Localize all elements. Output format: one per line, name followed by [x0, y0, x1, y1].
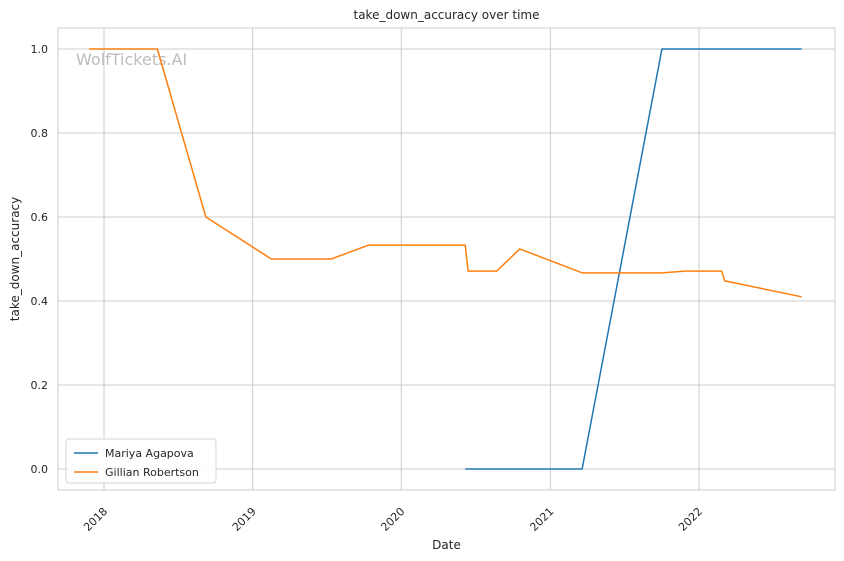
- x-tick-label-4: 2022: [676, 505, 705, 534]
- y-tick-label-2: 0.4: [31, 295, 49, 308]
- x-axis-ticks: 2018 2019 2020 2021 2022: [81, 505, 705, 534]
- y-axis-ticks: 0.0 0.2 0.4 0.6 0.8 1.0: [31, 43, 49, 476]
- y-tick-label-0: 0.0: [31, 463, 49, 476]
- x-tick-label-0: 2018: [81, 505, 110, 534]
- watermark-text: WolfTickets.AI: [76, 50, 187, 69]
- x-tick-label-2: 2020: [378, 505, 407, 534]
- legend: Mariya Agapova Gillian Robertson: [65, 438, 217, 484]
- x-tick-label-1: 2019: [230, 505, 259, 534]
- y-tick-label-4: 0.8: [31, 127, 49, 140]
- plot-frame: [57, 27, 836, 491]
- chart-title: take_down_accuracy over time: [354, 8, 540, 22]
- y-tick-label-5: 1.0: [31, 43, 49, 56]
- series-line-0: [465, 48, 802, 470]
- y-tick-label-3: 0.6: [31, 211, 49, 224]
- grid-lines: [58, 28, 835, 490]
- y-tick-label-1: 0.2: [31, 379, 49, 392]
- series-line-1: [88, 48, 802, 298]
- legend-label-1: Gillian Robertson: [105, 466, 199, 479]
- legend-label-0: Mariya Agapova: [105, 447, 194, 460]
- y-axis-label: take_down_accuracy: [8, 197, 22, 321]
- x-axis-label: Date: [432, 538, 461, 552]
- x-tick-label-3: 2021: [527, 505, 556, 534]
- series-layer: [88, 48, 802, 470]
- legend-box: [65, 438, 217, 484]
